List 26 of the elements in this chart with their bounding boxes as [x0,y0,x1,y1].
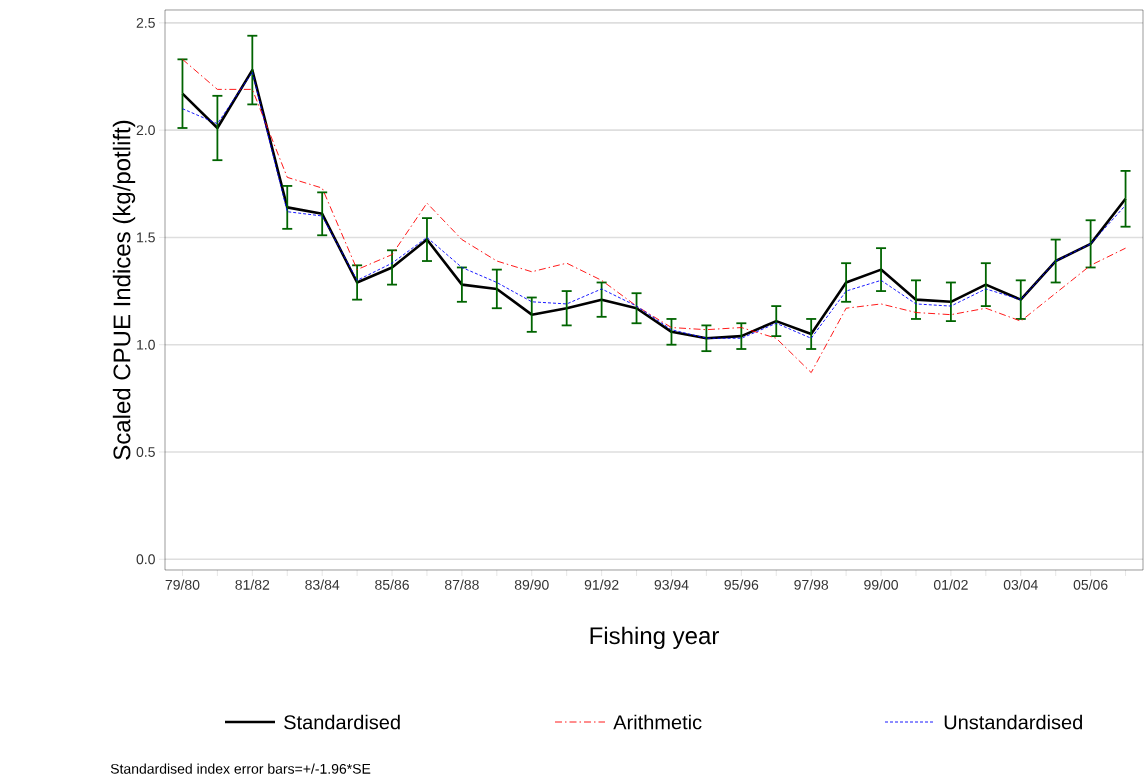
x-tick-label: 99/00 [864,579,899,590]
y-tick-label: 1.5 [137,232,155,243]
y-axis-title: Scaled CPUE Indices (kg/potlift) [112,120,136,460]
legend-label: Arithmetic [613,714,702,730]
x-tick-label: 05/06 [1073,579,1108,590]
y-tick-label: 0.5 [136,447,155,457]
x-tick-label: 83/84 [305,579,340,590]
legend-label: Standardised [284,714,400,730]
x-axis-title: Fishing year [590,626,719,650]
x-tick-label: 79/80 [165,579,200,590]
text: Standardised index error bars=+/-1.96*SE [110,763,371,774]
x-tick-label: 87/88 [444,579,479,590]
y-tick-label: 2.5 [136,17,155,28]
x-tick-label: 93/94 [654,579,689,590]
x-tick-label: 91/92 [584,579,619,590]
y-tick-label: 2.0 [136,125,155,136]
x-tick-label: 01/02 [933,579,968,590]
y-tick-label: 0.0 [136,554,155,565]
y-tick-label: 1.0 [137,339,155,350]
x-tick-label: 95/96 [724,579,759,590]
x-tick-label: 81/82 [235,579,270,590]
x-tick-label: 89/90 [514,579,549,590]
x-tick-label: 03/04 [1003,579,1038,590]
legend-label: Unstandardised [944,714,1082,730]
x-tick-label: 85/86 [375,579,409,590]
x-tick-label: 97/98 [794,579,829,590]
